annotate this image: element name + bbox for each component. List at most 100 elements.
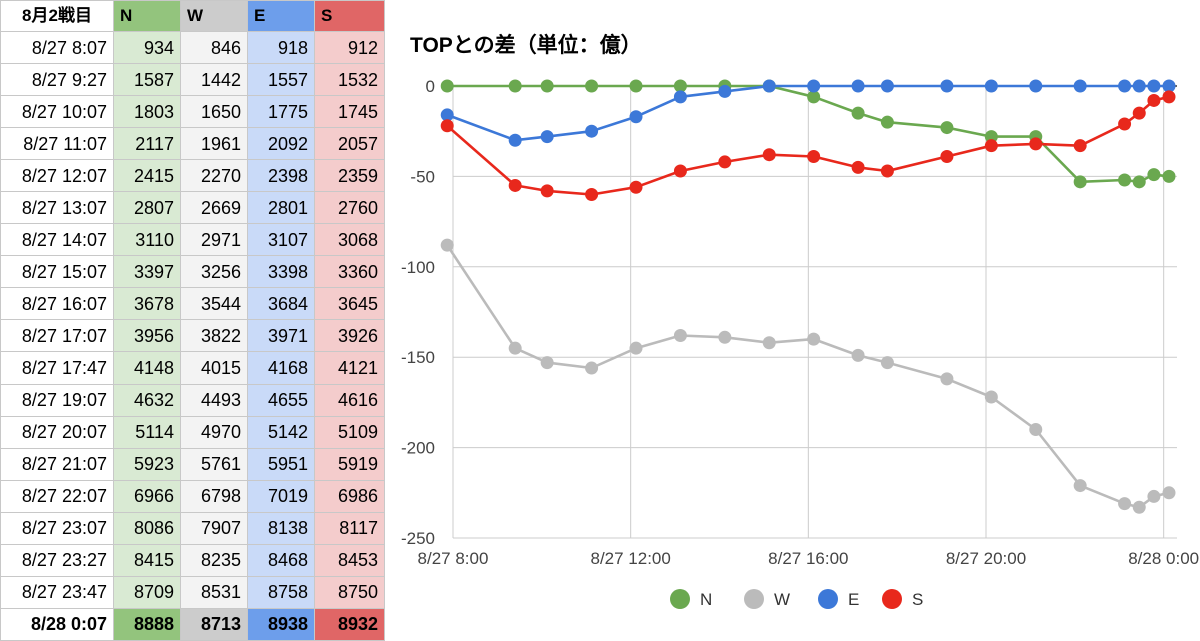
value-cell-n[interactable]: 8415 bbox=[113, 543, 181, 577]
value-cell-w[interactable]: 5761 bbox=[180, 447, 248, 481]
value-cell-s[interactable]: 3360 bbox=[314, 255, 385, 289]
value-cell-s[interactable]: 5109 bbox=[314, 415, 385, 449]
value-cell-n[interactable]: 3110 bbox=[113, 223, 181, 257]
time-cell[interactable]: 8/27 16:07 bbox=[0, 287, 114, 321]
value-cell-w[interactable]: 7907 bbox=[180, 511, 248, 545]
time-cell[interactable]: 8/27 13:07 bbox=[0, 191, 114, 225]
value-cell-n[interactable]: 3678 bbox=[113, 287, 181, 321]
header-w[interactable]: W bbox=[180, 0, 248, 32]
value-cell-n[interactable]: 8888 bbox=[113, 607, 181, 641]
time-cell[interactable]: 8/27 23:47 bbox=[0, 575, 114, 609]
value-cell-s[interactable]: 2359 bbox=[314, 159, 385, 193]
value-cell-n[interactable]: 6966 bbox=[113, 479, 181, 513]
value-cell-n[interactable]: 1803 bbox=[113, 95, 181, 129]
value-cell-w[interactable]: 3256 bbox=[180, 255, 248, 289]
time-cell[interactable]: 8/27 14:07 bbox=[0, 223, 114, 257]
value-cell-e[interactable]: 8938 bbox=[247, 607, 315, 641]
value-cell-s[interactable]: 912 bbox=[314, 30, 385, 65]
value-cell-s[interactable]: 1745 bbox=[314, 95, 385, 129]
value-cell-w[interactable]: 3822 bbox=[180, 319, 248, 353]
value-cell-e[interactable]: 1775 bbox=[247, 95, 315, 129]
value-cell-n[interactable]: 8709 bbox=[113, 575, 181, 609]
value-cell-s[interactable]: 8750 bbox=[314, 575, 385, 609]
time-cell[interactable]: 8/27 10:07 bbox=[0, 95, 114, 129]
value-cell-n[interactable]: 934 bbox=[113, 30, 181, 65]
value-cell-s[interactable]: 8117 bbox=[314, 511, 385, 545]
value-cell-e[interactable]: 4655 bbox=[247, 383, 315, 417]
time-cell[interactable]: 8/27 8:07 bbox=[0, 30, 114, 65]
time-cell[interactable]: 8/27 9:27 bbox=[0, 63, 114, 97]
value-cell-n[interactable]: 3397 bbox=[113, 255, 181, 289]
value-cell-s[interactable]: 3926 bbox=[314, 319, 385, 353]
time-cell[interactable]: 8/27 17:07 bbox=[0, 319, 114, 353]
value-cell-e[interactable]: 8468 bbox=[247, 543, 315, 577]
value-cell-s[interactable]: 4121 bbox=[314, 351, 385, 385]
value-cell-w[interactable]: 4970 bbox=[180, 415, 248, 449]
value-cell-w[interactable]: 2971 bbox=[180, 223, 248, 257]
value-cell-n[interactable]: 4632 bbox=[113, 383, 181, 417]
time-cell[interactable]: 8/27 11:07 bbox=[0, 127, 114, 161]
value-cell-n[interactable]: 2807 bbox=[113, 191, 181, 225]
value-cell-n[interactable]: 4148 bbox=[113, 351, 181, 385]
value-cell-w[interactable]: 1442 bbox=[180, 63, 248, 97]
value-cell-n[interactable]: 1587 bbox=[113, 63, 181, 97]
value-cell-w[interactable]: 846 bbox=[180, 30, 248, 65]
value-cell-e[interactable]: 3107 bbox=[247, 223, 315, 257]
value-cell-s[interactable]: 8932 bbox=[314, 607, 385, 641]
value-cell-e[interactable]: 4168 bbox=[247, 351, 315, 385]
value-cell-w[interactable]: 1650 bbox=[180, 95, 248, 129]
time-cell[interactable]: 8/27 12:07 bbox=[0, 159, 114, 193]
value-cell-w[interactable]: 2270 bbox=[180, 159, 248, 193]
value-cell-s[interactable]: 2760 bbox=[314, 191, 385, 225]
time-cell[interactable]: 8/27 23:07 bbox=[0, 511, 114, 545]
value-cell-s[interactable]: 1532 bbox=[314, 63, 385, 97]
value-cell-w[interactable]: 6798 bbox=[180, 479, 248, 513]
value-cell-e[interactable]: 2092 bbox=[247, 127, 315, 161]
value-cell-w[interactable]: 8531 bbox=[180, 575, 248, 609]
value-cell-w[interactable]: 4015 bbox=[180, 351, 248, 385]
value-cell-w[interactable]: 4493 bbox=[180, 383, 248, 417]
value-cell-e[interactable]: 2398 bbox=[247, 159, 315, 193]
value-cell-e[interactable]: 5142 bbox=[247, 415, 315, 449]
time-cell[interactable]: 8/27 20:07 bbox=[0, 415, 114, 449]
value-cell-s[interactable]: 5919 bbox=[314, 447, 385, 481]
header-e[interactable]: E bbox=[247, 0, 315, 32]
time-cell[interactable]: 8/27 23:27 bbox=[0, 543, 114, 577]
header-n[interactable]: N bbox=[113, 0, 181, 32]
value-cell-s[interactable]: 3068 bbox=[314, 223, 385, 257]
value-cell-n[interactable]: 5923 bbox=[113, 447, 181, 481]
time-cell[interactable]: 8/27 15:07 bbox=[0, 255, 114, 289]
value-cell-w[interactable]: 8713 bbox=[180, 607, 248, 641]
value-cell-e[interactable]: 3684 bbox=[247, 287, 315, 321]
value-cell-n[interactable]: 2415 bbox=[113, 159, 181, 193]
value-cell-e[interactable]: 8758 bbox=[247, 575, 315, 609]
value-cell-e[interactable]: 918 bbox=[247, 30, 315, 65]
value-cell-n[interactable]: 8086 bbox=[113, 511, 181, 545]
value-cell-s[interactable]: 4616 bbox=[314, 383, 385, 417]
value-cell-e[interactable]: 2801 bbox=[247, 191, 315, 225]
value-cell-s[interactable]: 6986 bbox=[314, 479, 385, 513]
time-cell[interactable]: 8/27 21:07 bbox=[0, 447, 114, 481]
value-cell-n[interactable]: 3956 bbox=[113, 319, 181, 353]
header-s[interactable]: S bbox=[314, 0, 385, 32]
time-cell[interactable]: 8/27 17:47 bbox=[0, 351, 114, 385]
time-cell[interactable]: 8/27 19:07 bbox=[0, 383, 114, 417]
value-cell-s[interactable]: 8453 bbox=[314, 543, 385, 577]
value-cell-w[interactable]: 1961 bbox=[180, 127, 248, 161]
value-cell-e[interactable]: 7019 bbox=[247, 479, 315, 513]
value-cell-e[interactable]: 5951 bbox=[247, 447, 315, 481]
value-cell-w[interactable]: 8235 bbox=[180, 543, 248, 577]
value-cell-e[interactable]: 8138 bbox=[247, 511, 315, 545]
value-cell-n[interactable]: 2117 bbox=[113, 127, 181, 161]
value-cell-s[interactable]: 3645 bbox=[314, 287, 385, 321]
value-cell-e[interactable]: 1557 bbox=[247, 63, 315, 97]
value-cell-e[interactable]: 3398 bbox=[247, 255, 315, 289]
value-cell-n[interactable]: 5114 bbox=[113, 415, 181, 449]
header-round[interactable]: 8月2戦目 bbox=[0, 0, 114, 32]
value-cell-w[interactable]: 3544 bbox=[180, 287, 248, 321]
time-cell[interactable]: 8/27 22:07 bbox=[0, 479, 114, 513]
value-cell-s[interactable]: 2057 bbox=[314, 127, 385, 161]
value-cell-e[interactable]: 3971 bbox=[247, 319, 315, 353]
value-cell-w[interactable]: 2669 bbox=[180, 191, 248, 225]
time-cell[interactable]: 8/28 0:07 bbox=[0, 607, 114, 641]
